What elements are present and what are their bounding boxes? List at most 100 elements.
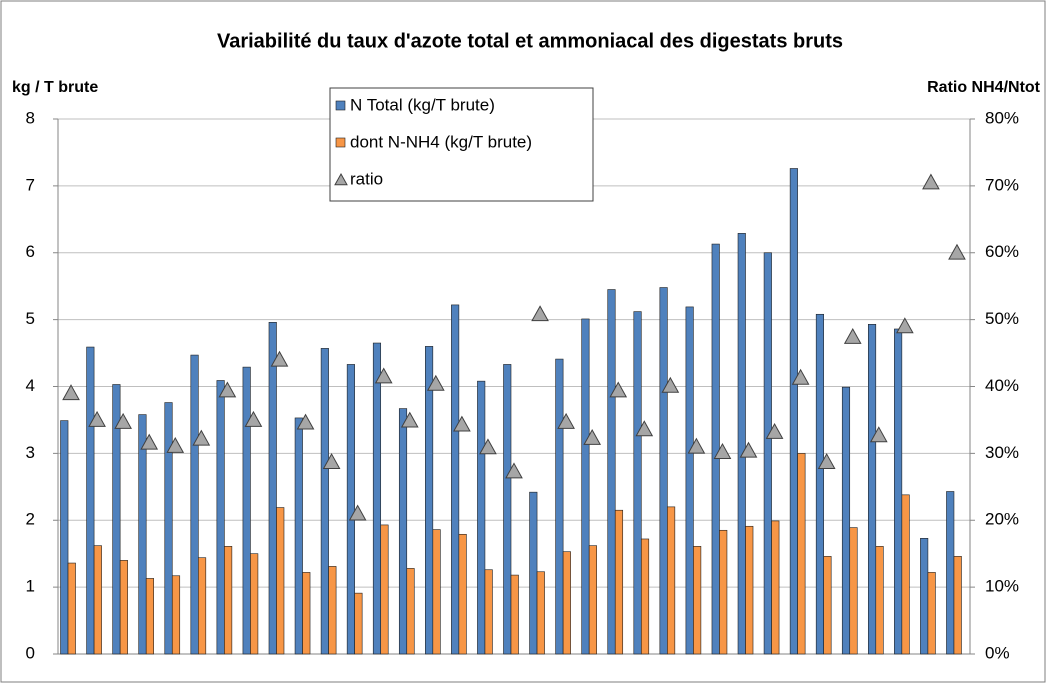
y2-tick-label: 0% [985,643,1010,662]
bar [894,328,903,655]
legend-label: N Total (kg/T brute) [350,95,495,114]
bar [216,380,225,655]
bar [927,572,936,655]
y-tick-label: 8 [26,108,35,127]
y-tick-label: 1 [26,577,35,596]
y-tick-label: 4 [26,376,35,395]
bar [294,417,303,655]
y-tick-label: 5 [26,309,35,328]
ratio-marker [322,453,341,469]
y-tick-label: 6 [26,242,35,261]
ratio-marker [166,436,185,453]
ratio-marker [948,243,966,260]
bar [425,346,434,655]
bar [745,525,754,655]
bar [901,494,910,655]
ratio-marker [426,374,445,391]
ratio-marker [192,429,211,446]
bar [93,545,102,655]
bar [451,304,460,655]
y2-tick-label: 10% [985,577,1019,596]
ratio-marker [869,426,888,443]
bar [372,342,382,655]
bar [659,287,668,655]
ratio-marker [270,350,289,367]
bar [67,562,76,655]
bar [346,364,355,655]
bar [458,533,467,655]
ratio-marker [713,443,732,459]
bar [406,568,415,655]
ratio-marker [114,412,132,429]
y-tick-label: 2 [26,510,35,529]
ratio-marker [374,367,393,384]
bar [711,243,720,655]
bar [224,546,233,655]
y-axis-label: kg / T brute [12,79,98,96]
ratio-marker [922,173,940,190]
y2-tick-label: 30% [985,443,1019,462]
bar [164,402,173,655]
bar [503,364,512,655]
bar [640,538,650,655]
bar [276,507,285,655]
legend-label: ratio [350,169,383,188]
ratio-marker [531,305,549,322]
ratio-marker [661,376,680,393]
bar [320,348,329,655]
bar [529,491,538,655]
bar [112,384,121,655]
bar [138,414,147,655]
bar [302,572,311,655]
bar [555,358,564,655]
bar [841,386,851,655]
legend-marker [335,137,346,148]
bar [607,289,616,655]
ratio-marker [88,410,106,427]
ratio-marker [687,437,706,454]
bar [477,380,486,655]
bar [432,529,441,655]
ratio-marker [479,438,497,455]
bar [268,321,277,655]
y2-tick-label: 60% [985,242,1019,261]
bar [719,529,728,655]
bar [614,509,624,655]
legend-label: dont N-NH4 (kg/T brute) [350,132,532,151]
ratio-marker [505,462,523,479]
y2-tick-label: 70% [985,175,1019,194]
legend-box [329,87,594,202]
bar [789,168,798,655]
bar [484,569,493,655]
ratio-marker [765,422,784,439]
bar [588,545,597,655]
ratio-marker [609,381,628,398]
legend-marker [334,172,348,186]
bar [119,560,128,655]
bar [633,311,642,655]
bar [198,557,207,655]
ratio-marker [62,384,80,401]
ratio-marker [635,420,654,437]
y2-tick-label: 40% [985,376,1019,395]
bar [86,346,95,655]
ratio-marker [791,368,810,385]
ratio-marker [140,433,159,450]
ratio-marker [453,415,471,432]
ratio-marker [896,317,914,334]
ratio-marker [583,428,602,445]
bar [510,574,519,655]
ratio-marker [244,410,263,427]
bar [398,408,408,655]
ratio-marker [400,411,419,428]
bar [242,366,251,655]
bar [953,556,962,655]
bar [250,553,259,655]
legend-marker [335,100,346,111]
bar [946,491,955,655]
bar [60,420,69,655]
bar [867,324,877,655]
bar [849,527,858,655]
chart-title: Variabilité du taux d'azote total et amm… [217,30,843,52]
